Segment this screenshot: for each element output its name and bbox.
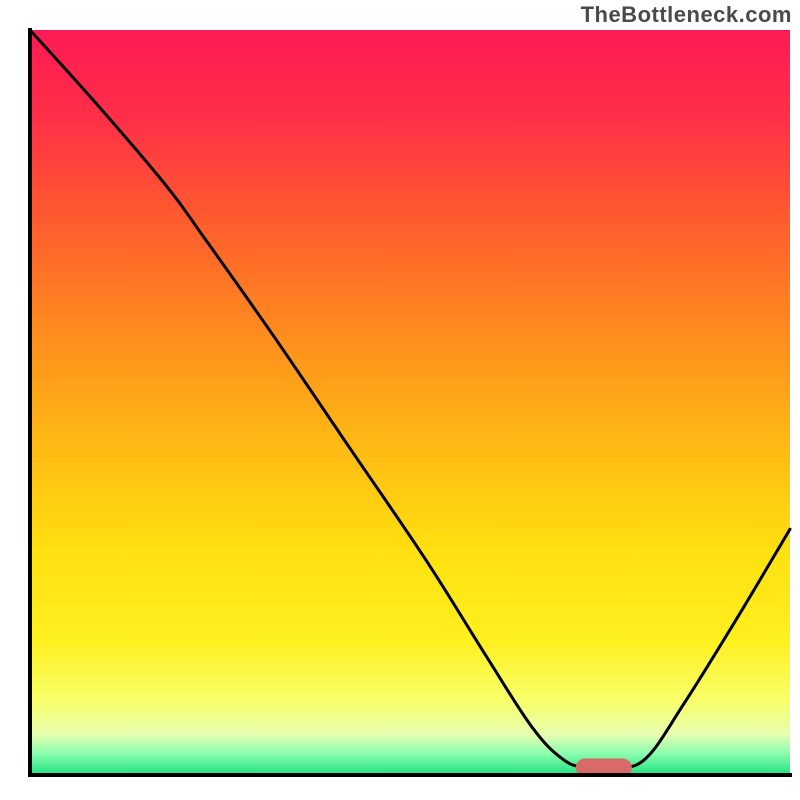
watermark-label: TheBottleneck.com [581,2,792,28]
plot-background [30,30,790,775]
bottleneck-chart: TheBottleneck.com [0,0,800,800]
chart-svg [0,0,800,800]
